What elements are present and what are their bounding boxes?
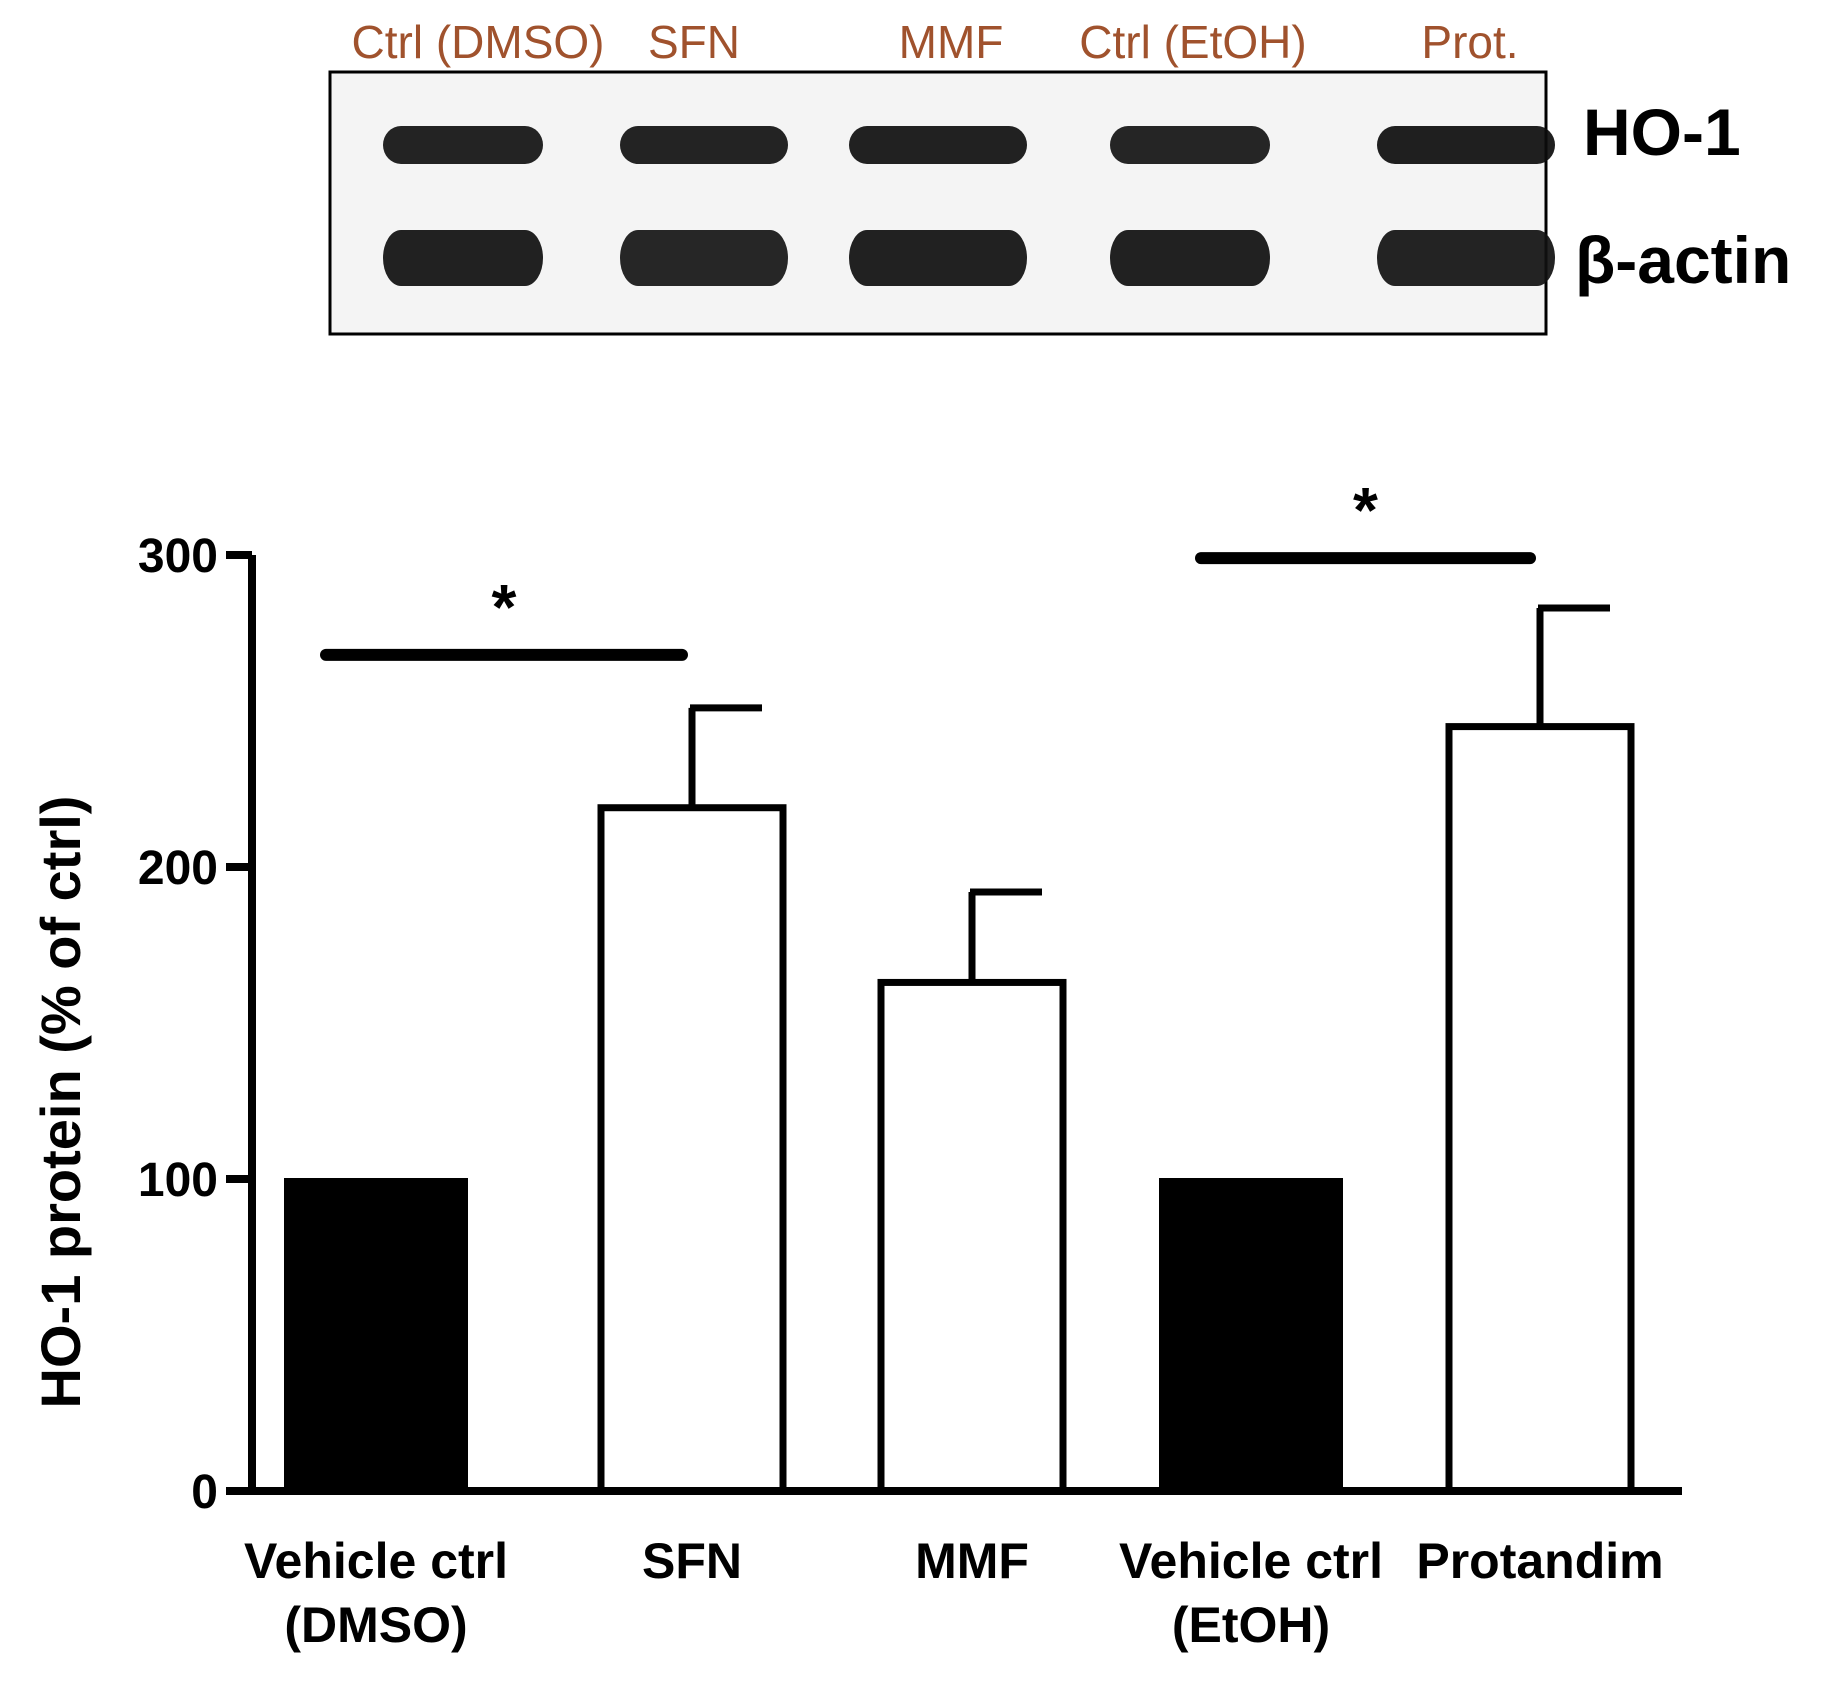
- x-axis: Vehicle ctrl (DMSO) SFN MMF Vehicle ctrl (EtO…: [244, 1487, 1682, 1653]
- blot-band: [849, 230, 1027, 286]
- blot-band: [383, 126, 543, 164]
- blot-lane-label: SFN: [648, 16, 740, 68]
- significance-star: *: [492, 571, 517, 643]
- bars: [284, 723, 1635, 1495]
- x-category-label: Protandim: [1416, 1533, 1663, 1589]
- blot-lane-label: Ctrl (DMSO): [352, 16, 605, 68]
- bar: [597, 804, 787, 1495]
- x-category-label: Vehicle ctrl: [244, 1533, 508, 1589]
- x-category-label: (DMSO): [284, 1597, 467, 1653]
- bar: [877, 978, 1067, 1495]
- y-tick-label: 200: [138, 842, 218, 895]
- blot-band: [1110, 230, 1270, 286]
- blot-band: [1377, 126, 1555, 164]
- significance-star: *: [1353, 474, 1378, 546]
- blot-band: [1110, 126, 1270, 164]
- blot-band: [1377, 230, 1555, 286]
- blot-lane-label: MMF: [899, 16, 1004, 68]
- bar: [284, 1178, 468, 1492]
- blot-lane-label: Ctrl (EtOH): [1079, 16, 1306, 68]
- blot-band: [620, 126, 788, 164]
- y-axis: 0 100 200 300: [138, 530, 256, 1519]
- x-category-label: (EtOH): [1172, 1597, 1330, 1653]
- y-tick-label: 100: [138, 1154, 218, 1207]
- x-category-label: SFN: [642, 1533, 742, 1589]
- y-axis-title: HO-1 protein (% of ctrl): [29, 796, 92, 1409]
- y-tick-label: 300: [138, 530, 218, 583]
- blot-band: [849, 126, 1027, 164]
- significance-markers: **: [320, 474, 1536, 661]
- x-category-label: MMF: [915, 1533, 1029, 1589]
- bar: [1445, 723, 1635, 1495]
- blot-lane-label: Prot.: [1421, 16, 1518, 68]
- bar: [1159, 1178, 1343, 1492]
- y-tick-label: 0: [191, 1466, 218, 1519]
- western-blot-panel: Ctrl (DMSO) SFN MMF Ctrl (EtOH) Prot. HO-1 β…: [328, 16, 1791, 336]
- blot-label-actin: β-actin: [1575, 223, 1791, 297]
- error-bars: [688, 604, 1610, 983]
- x-category-label: Vehicle ctrl: [1119, 1533, 1383, 1589]
- blot-band: [620, 230, 788, 286]
- blot-frame: [328, 70, 1548, 336]
- blot-band: [383, 230, 543, 286]
- blot-label-ho1: HO-1: [1583, 95, 1741, 169]
